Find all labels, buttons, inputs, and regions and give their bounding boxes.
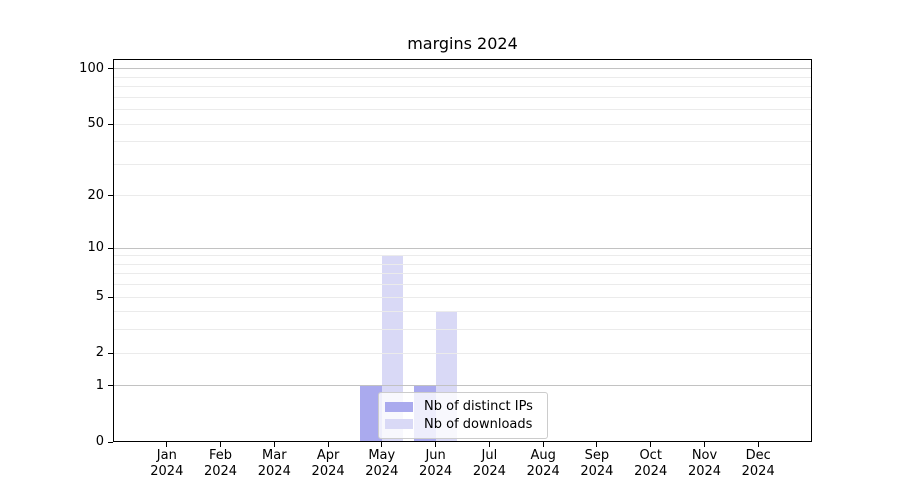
x-tick-mark — [273, 442, 275, 447]
y-tick-mark — [108, 441, 113, 443]
y-tick-mark — [108, 352, 113, 354]
legend-label-distinct-ips: Nb of distinct IPs — [424, 399, 533, 415]
x-tick-label: Jun 2024 — [419, 448, 453, 479]
x-tick-mark — [435, 442, 437, 447]
y-tick-mark — [108, 247, 113, 249]
y-tick-mark — [108, 195, 113, 197]
x-tick-label: Mar 2024 — [257, 448, 291, 479]
gridline-minor — [113, 311, 812, 313]
y-tick-mark — [108, 123, 113, 125]
y-tick-label: 10 — [87, 240, 104, 256]
gridline-minor — [113, 263, 812, 265]
gridline-minor — [113, 255, 812, 257]
gridline-minor — [113, 141, 812, 143]
x-tick-mark — [166, 442, 168, 447]
x-tick-mark — [650, 442, 652, 447]
x-tick-mark — [542, 442, 544, 447]
y-tick-label: 20 — [87, 187, 104, 203]
x-tick-mark — [327, 442, 329, 447]
x-tick-label: Jul 2024 — [472, 448, 506, 479]
gridline-major — [113, 385, 812, 387]
legend-entry-distinct-ips: Nb of distinct IPs — [385, 398, 541, 416]
y-tick-mark — [108, 385, 113, 387]
gridline-minor — [113, 109, 812, 111]
x-tick-label: Aug 2024 — [526, 448, 560, 479]
x-tick-mark — [596, 442, 598, 447]
x-tick-label: Feb 2024 — [203, 448, 238, 479]
gridline-minor — [113, 96, 812, 98]
y-tick-label: 1 — [95, 377, 104, 393]
gridline-minor — [113, 296, 812, 298]
gridline-minor — [113, 76, 812, 78]
y-tick-label: 5 — [95, 289, 104, 305]
y-tick-mark — [108, 296, 113, 298]
gridline-minor — [113, 329, 812, 331]
x-tick-mark — [757, 442, 759, 447]
x-tick-label: Sep 2024 — [580, 448, 614, 479]
legend-swatch-downloads — [385, 419, 413, 430]
x-tick-mark — [488, 442, 490, 447]
x-tick-label: Oct 2024 — [634, 448, 668, 479]
y-tick-label: 50 — [87, 116, 104, 131]
x-tick-label: Dec 2024 — [741, 448, 775, 479]
x-tick-label: Nov 2024 — [687, 448, 722, 479]
gridline-minor — [113, 163, 812, 165]
y-tick-label: 0 — [95, 434, 104, 449]
legend: Nb of distinct IPs Nb of downloads — [378, 392, 548, 439]
x-tick-label: Jan 2024 — [150, 448, 184, 479]
y-tick-mark — [108, 68, 113, 70]
gridline-minor — [113, 123, 812, 125]
legend-entry-downloads: Nb of downloads — [385, 416, 541, 434]
chart-title: margins 2024 — [407, 34, 518, 53]
x-tick-mark — [220, 442, 221, 447]
gridline-minor — [113, 273, 812, 275]
legend-swatch-distinct-ips — [385, 401, 413, 412]
gridline-major — [113, 247, 812, 249]
gridline-minor — [113, 86, 812, 88]
y-tick-label: 100 — [79, 60, 104, 76]
bar-distinct-ips — [360, 385, 382, 442]
x-tick-label: May 2024 — [365, 448, 399, 479]
gridline-minor — [113, 284, 812, 286]
x-tick-mark — [381, 442, 383, 447]
gridline-minor — [113, 195, 812, 197]
grid-layer — [113, 59, 812, 442]
gridline-major — [113, 68, 812, 70]
plot-area — [113, 59, 812, 442]
x-tick-label: Apr 2024 — [311, 448, 345, 479]
y-tick-label: 2 — [95, 345, 104, 361]
legend-label-downloads: Nb of downloads — [424, 416, 533, 432]
x-tick-mark — [704, 442, 705, 447]
gridline-minor — [113, 352, 812, 354]
